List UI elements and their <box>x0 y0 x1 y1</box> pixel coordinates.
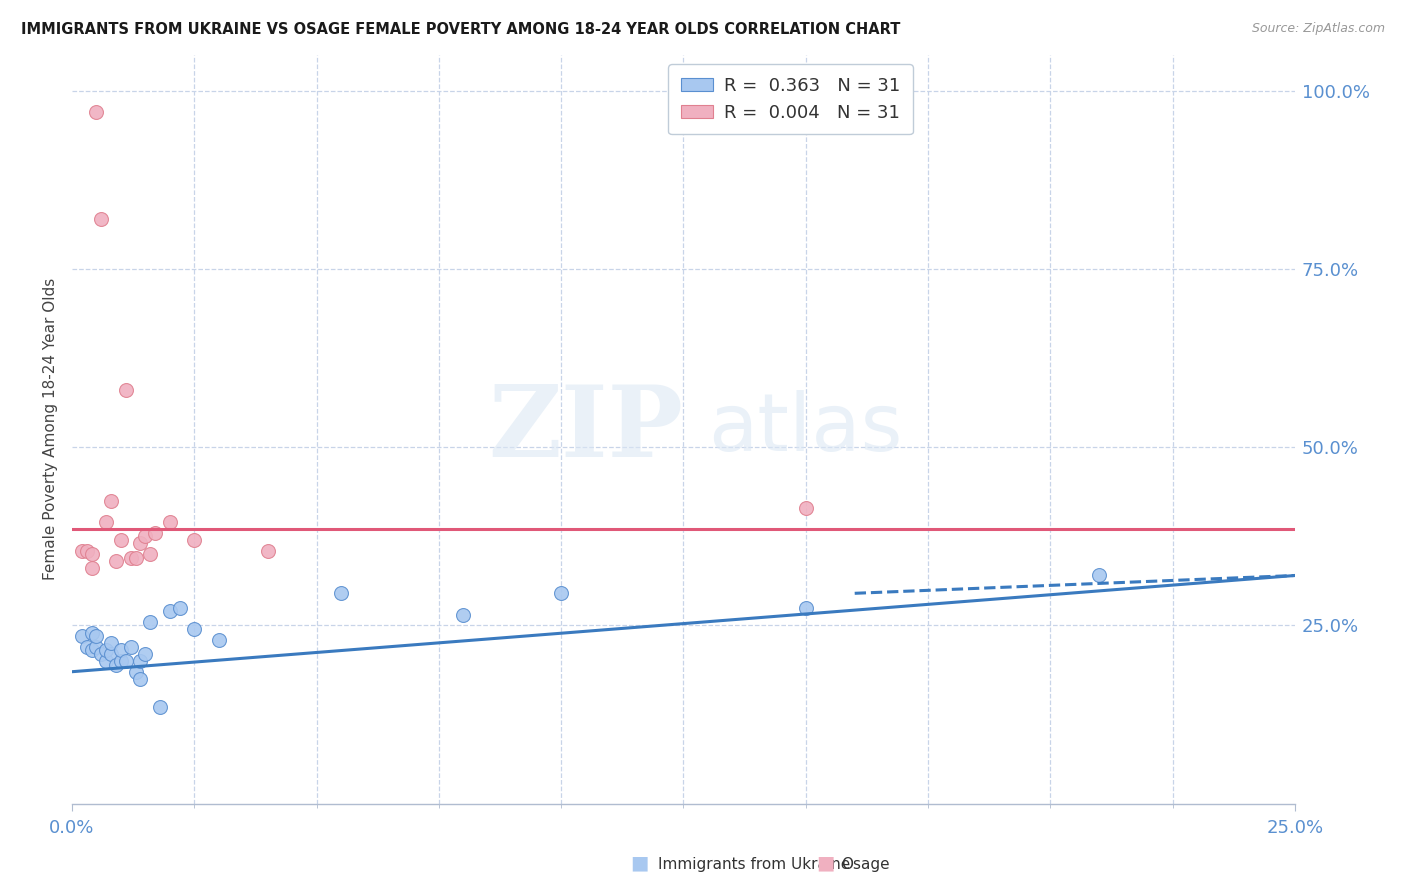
Point <box>143 525 166 540</box>
Point <box>114 383 136 397</box>
Point <box>90 212 112 227</box>
Legend: R =  0.363   N = 31, R =  0.004   N = 31: R = 0.363 N = 31, R = 0.004 N = 31 <box>668 64 912 135</box>
Text: Immigrants from Ukraine: Immigrants from Ukraine <box>658 857 851 872</box>
Point <box>1088 568 1111 582</box>
Point <box>86 629 108 643</box>
Point <box>169 600 191 615</box>
Point <box>139 615 162 629</box>
Point <box>330 586 353 600</box>
Point <box>80 547 103 561</box>
Point <box>96 643 118 657</box>
Text: Source: ZipAtlas.com: Source: ZipAtlas.com <box>1251 22 1385 36</box>
Point <box>129 654 152 668</box>
Point <box>120 640 142 654</box>
Point <box>183 622 205 636</box>
Point <box>100 647 122 661</box>
Point <box>139 547 162 561</box>
Point <box>124 550 146 565</box>
Point <box>256 543 278 558</box>
Point <box>208 632 231 647</box>
Point <box>86 640 108 654</box>
Point <box>134 647 156 661</box>
Point <box>100 493 122 508</box>
Point <box>96 515 118 529</box>
Point <box>90 647 112 661</box>
Point <box>76 640 98 654</box>
Point <box>550 586 572 600</box>
Point <box>100 636 122 650</box>
Point <box>794 600 817 615</box>
Point <box>105 657 128 672</box>
Point <box>80 643 103 657</box>
Point <box>794 500 817 515</box>
Point <box>159 604 181 618</box>
Point <box>124 665 146 679</box>
Point <box>96 654 118 668</box>
Point <box>105 554 128 568</box>
Point <box>86 105 108 120</box>
Y-axis label: Female Poverty Among 18-24 Year Olds: Female Poverty Among 18-24 Year Olds <box>44 278 58 581</box>
Point <box>183 533 205 547</box>
Point <box>129 536 152 550</box>
Text: Osage: Osage <box>841 857 890 872</box>
Point <box>80 625 103 640</box>
Point <box>110 654 132 668</box>
Point <box>110 643 132 657</box>
Text: atlas: atlas <box>709 391 903 468</box>
Point <box>129 672 152 686</box>
Text: ZIP: ZIP <box>489 381 683 478</box>
Text: ■: ■ <box>815 854 835 872</box>
Point <box>120 550 142 565</box>
Point <box>70 629 93 643</box>
Point <box>149 700 172 714</box>
Text: ■: ■ <box>630 854 650 872</box>
Point <box>70 543 93 558</box>
Point <box>80 561 103 575</box>
Point <box>114 654 136 668</box>
Text: IMMIGRANTS FROM UKRAINE VS OSAGE FEMALE POVERTY AMONG 18-24 YEAR OLDS CORRELATIO: IMMIGRANTS FROM UKRAINE VS OSAGE FEMALE … <box>21 22 900 37</box>
Point <box>159 515 181 529</box>
Point <box>110 533 132 547</box>
Point <box>76 543 98 558</box>
Point <box>134 529 156 543</box>
Point <box>453 607 475 622</box>
